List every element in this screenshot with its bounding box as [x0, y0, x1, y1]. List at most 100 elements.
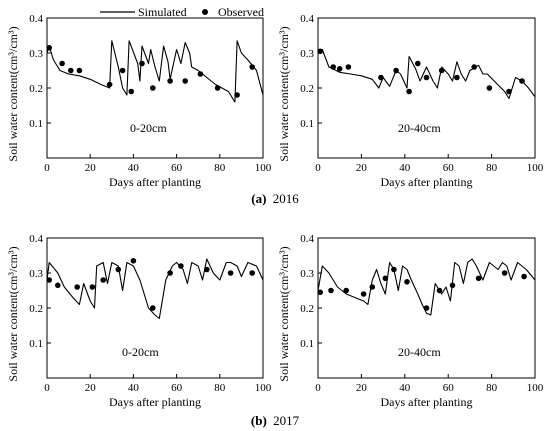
legend-dot-swatch: [202, 9, 208, 15]
depth-annotation: 0-20cm: [130, 121, 167, 135]
observed-point: [471, 64, 478, 70]
observed-point: [486, 85, 493, 91]
observed-point: [343, 287, 350, 294]
x-tick-label: 20: [356, 382, 368, 394]
x-tick-label: 80: [214, 162, 226, 174]
observed-point: [404, 279, 410, 285]
observed-point: [317, 48, 324, 55]
y-tick-label: 0.1: [29, 338, 43, 350]
depth-annotation: 20-40cm: [398, 345, 441, 359]
observed-point: [150, 85, 156, 91]
y-tick-label: 0.1: [29, 118, 43, 130]
x-axis-label: Days after planting: [109, 175, 201, 189]
observed-point: [234, 92, 240, 98]
x-tick-label: 100: [255, 382, 272, 394]
observed-point: [130, 258, 137, 264]
observed-point: [336, 66, 343, 72]
observed-point: [55, 282, 61, 289]
observed-point: [46, 277, 52, 283]
simulated-line: [317, 258, 536, 316]
observed-point: [139, 60, 145, 67]
observed-point: [74, 284, 80, 290]
y-axis-label: Soil water content(cm³/cm³): [277, 246, 291, 381]
panel-4: 0 20 40 60 80 100 0.1 0.2 0.3 0.4 Days after plant…: [277, 233, 544, 409]
observed-point: [167, 78, 173, 84]
observed-point: [182, 78, 188, 84]
panels: 0 20 40 60 80 100 0.1 0.2 0.3 0.4 Days after plant…: [6, 13, 544, 409]
y-tick-label: 0.4: [29, 233, 43, 245]
simulated-line: [46, 258, 264, 320]
observed-point: [76, 67, 83, 74]
observed-point: [167, 270, 173, 276]
observed-point: [501, 270, 508, 276]
observed-point: [475, 275, 482, 282]
observed-point: [115, 266, 122, 273]
simulated-line: [317, 48, 536, 100]
x-tick-label: 20: [85, 382, 97, 394]
y-tick-label: 0.4: [29, 13, 43, 25]
x-axis-label: Days after planting: [381, 175, 473, 189]
observed-point: [317, 289, 324, 296]
observed-point: [68, 67, 74, 74]
y-tick-label: 0.1: [300, 338, 314, 350]
observed-point: [128, 88, 134, 95]
caption-b: (b) 2017: [251, 413, 300, 428]
x-axis-label: Days after planting: [109, 395, 201, 409]
simulated-line: [46, 40, 264, 103]
observed-point: [415, 60, 421, 67]
y-tick-label: 0.3: [300, 48, 314, 60]
caption-b-year: 2017: [273, 413, 300, 428]
observed-point: [249, 270, 255, 276]
y-tick-label: 0.3: [300, 268, 314, 280]
observed-point: [406, 88, 412, 95]
y-tick-label: 0.2: [300, 303, 314, 315]
x-tick-label: 60: [171, 382, 183, 394]
x-tick-label: 80: [486, 162, 498, 174]
x-tick-label: 80: [214, 382, 226, 394]
x-tick-label: 40: [399, 162, 411, 174]
x-tick-label: 100: [255, 162, 272, 174]
caption-a: (a) 2016: [251, 191, 299, 206]
observed-point: [360, 291, 367, 297]
depth-annotation: 20-40cm: [398, 121, 441, 135]
x-tick-label: 20: [356, 162, 368, 174]
observed-point: [378, 74, 384, 81]
x-tick-label: 100: [527, 162, 544, 174]
observed-point: [423, 74, 430, 81]
y-axis-label: Soil water content(cm³/cm³): [6, 26, 20, 161]
legend-simulated-label: Simulated: [138, 5, 187, 19]
y-tick-label: 0.4: [300, 233, 314, 245]
observed-point: [106, 81, 113, 88]
plot-frame: [317, 17, 536, 159]
observed-point: [506, 88, 512, 95]
x-tick-label: 60: [443, 382, 455, 394]
x-tick-label: 40: [399, 382, 411, 394]
y-tick-label: 0.3: [29, 48, 43, 60]
legend-observed-label: Observed: [218, 5, 264, 19]
depth-annotation: 0-20cm: [122, 345, 159, 359]
observed-point: [521, 273, 527, 280]
observed-point: [59, 60, 65, 67]
observed-point: [330, 64, 337, 70]
panel-2: 0 20 40 60 80 100 0.1 0.2 0.3 0.4 Days after plant…: [277, 13, 544, 189]
observed-point: [449, 282, 456, 289]
x-tick-label: 0: [315, 382, 321, 394]
observed-point: [519, 78, 525, 84]
x-tick-label: 0: [315, 162, 321, 174]
observed-point: [100, 277, 106, 283]
observed-point: [89, 284, 96, 290]
observed-point: [204, 266, 210, 273]
x-tick-label: 0: [44, 382, 50, 394]
x-tick-label: 20: [85, 162, 97, 174]
panel-1: 0 20 40 60 80 100 0.1 0.2 0.3 0.4 Days after plant…: [6, 13, 272, 189]
observed-point: [214, 85, 221, 91]
x-axis-label: Days after planting: [381, 395, 473, 409]
observed-point: [227, 270, 234, 276]
x-tick-label: 100: [527, 382, 544, 394]
caption-b-label: (b): [251, 413, 267, 428]
x-tick-label: 60: [171, 162, 183, 174]
observed-point: [436, 287, 443, 294]
observed-point: [178, 263, 184, 269]
x-tick-label: 40: [128, 382, 140, 394]
y-tick-label: 0.3: [29, 268, 43, 280]
